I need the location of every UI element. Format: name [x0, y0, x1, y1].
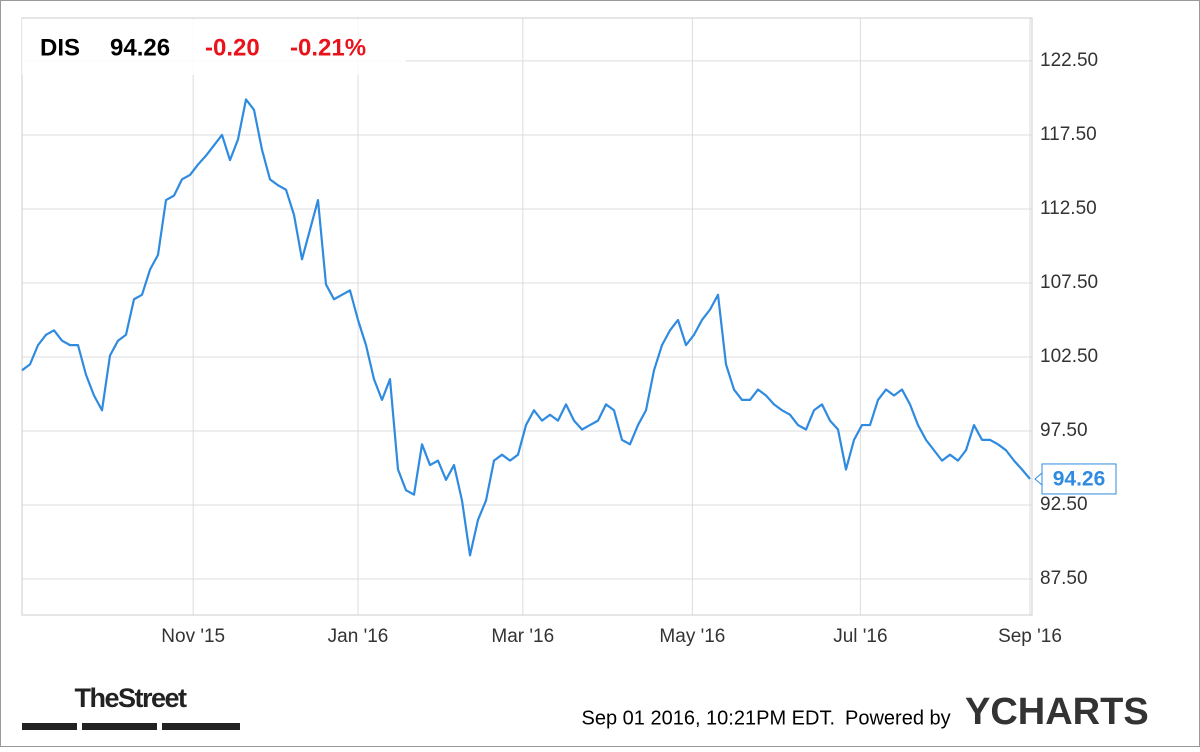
price: 94.26 [110, 34, 170, 61]
x-tick-label: Nov '15 [161, 626, 225, 647]
brand[interactable]: YCHARTS [965, 691, 1149, 733]
y-tick-label: 112.50 [1040, 198, 1097, 219]
y-tick-label: 92.50 [1040, 494, 1088, 515]
powered-by: Powered by [845, 707, 951, 729]
price-line [21, 98, 1031, 557]
logo-bar [162, 723, 240, 730]
x-tick-label: May '16 [659, 626, 725, 647]
last-value-box [1041, 463, 1117, 495]
plot-area [21, 17, 1033, 616]
timestamp: Sep 01 2016, 10:21PM EDT. [582, 707, 836, 729]
x-tick-label: Mar '16 [491, 626, 554, 647]
quote-box [22, 19, 406, 75]
x-tick-label: Jul '16 [833, 626, 887, 647]
change: -0.20 [205, 34, 260, 61]
y-tick-label: 97.50 [1040, 420, 1088, 441]
x-tick-label: Sep '16 [998, 626, 1062, 647]
symbol: DIS [40, 34, 80, 61]
logo-bar [22, 723, 77, 730]
lines [21, 98, 1031, 557]
logo-bar [82, 723, 157, 730]
x-tick-label: Jan '16 [328, 626, 389, 647]
publisher-logo: TheStreet [74, 683, 187, 713]
last-value-label: 94.26 [1053, 468, 1106, 491]
y-tick-label: 102.50 [1040, 346, 1098, 367]
y-tick-label: 122.50 [1040, 50, 1098, 71]
y-tick-label: 107.50 [1040, 272, 1098, 293]
y-tick-label: 117.50 [1040, 124, 1097, 145]
y-tick-label: 87.50 [1040, 568, 1088, 589]
change-percent: -0.21% [290, 34, 366, 61]
